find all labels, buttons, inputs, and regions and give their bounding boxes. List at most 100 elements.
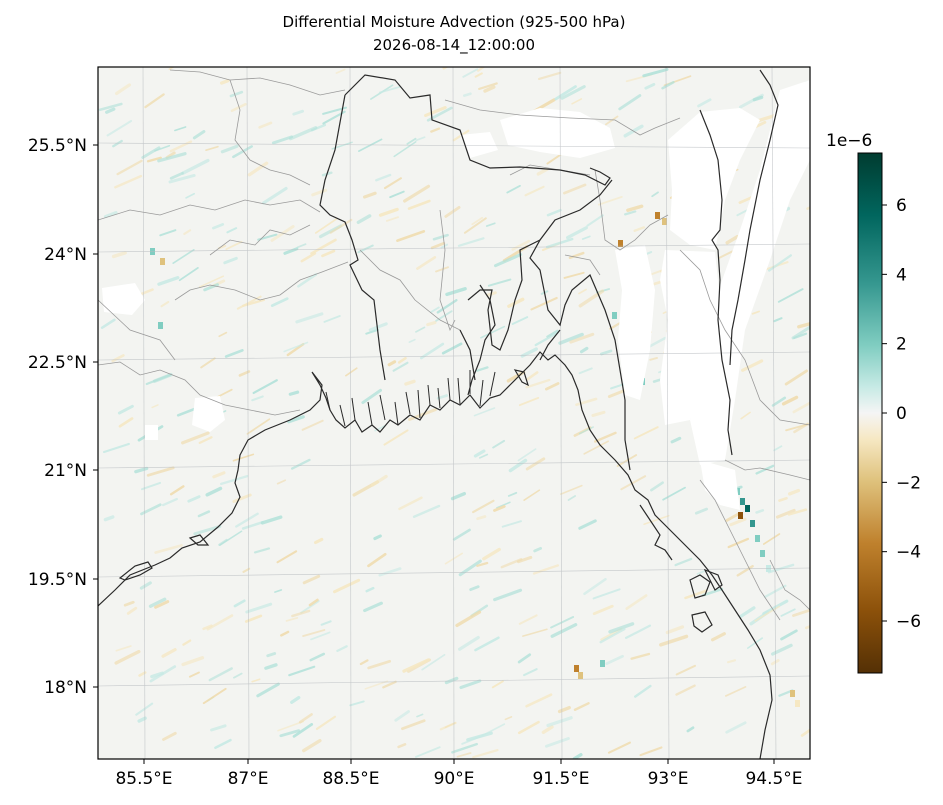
field-streak xyxy=(517,653,532,664)
field-streak xyxy=(662,486,686,501)
field-streak xyxy=(436,394,449,400)
field-streak xyxy=(262,186,288,205)
field-streak xyxy=(105,107,116,114)
admin-borders xyxy=(98,69,810,621)
field-streak xyxy=(180,431,210,445)
field-streak xyxy=(412,504,441,519)
field-streak xyxy=(773,445,783,452)
field-streak xyxy=(162,731,177,741)
field-streak xyxy=(600,349,613,356)
lat-label: 21°N xyxy=(44,461,87,481)
field-streak xyxy=(525,457,546,471)
field-streak xyxy=(466,731,493,742)
field-streak xyxy=(419,342,445,360)
field-streak xyxy=(472,748,499,759)
field-streak xyxy=(139,581,152,590)
field-anomaly-cell xyxy=(790,690,795,697)
field-streak xyxy=(229,90,244,98)
colorbar-tick-label: −6 xyxy=(896,612,921,632)
field-streak xyxy=(161,647,177,658)
lat-label: 22.5°N xyxy=(28,353,87,373)
field-streak xyxy=(506,184,521,194)
field-streak xyxy=(283,341,309,353)
colorbar-tick-label: 6 xyxy=(896,196,907,216)
field-streak xyxy=(402,658,430,673)
field-streak xyxy=(336,645,348,653)
field-streak xyxy=(608,622,635,634)
field-streak xyxy=(141,146,161,159)
field-streak xyxy=(182,639,192,646)
field-streak xyxy=(504,716,513,721)
field-streak xyxy=(172,249,195,264)
field-streak xyxy=(218,538,228,546)
field-streak xyxy=(178,267,199,282)
advection-field-streaks xyxy=(98,67,810,759)
field-streak xyxy=(205,486,223,497)
field-streak xyxy=(474,636,500,652)
field-streak xyxy=(665,625,685,635)
field-streak xyxy=(416,256,437,270)
field-anomaly-cell xyxy=(618,240,623,247)
field-streak xyxy=(473,449,486,458)
latitude-axis: 25.5°N 24°N 22.5°N 21°N 19.5°N 18°N xyxy=(28,136,98,698)
field-streak xyxy=(378,85,402,94)
field-streak xyxy=(524,185,545,197)
colorbar-multiplier: 1e−6 xyxy=(826,131,872,151)
field-streak xyxy=(511,239,531,251)
field-anomaly-cell xyxy=(760,550,765,557)
field-streak xyxy=(309,652,326,662)
field-streak xyxy=(137,716,147,723)
field-anomaly-cell xyxy=(578,672,583,679)
field-streak xyxy=(168,67,175,70)
field-streak xyxy=(558,332,584,345)
field-streak xyxy=(232,145,253,159)
field-streak xyxy=(725,512,741,522)
field-streak xyxy=(126,606,138,615)
field-streak xyxy=(644,82,656,90)
field-streak xyxy=(220,474,249,486)
colorbar: 1e−6 6 4 2 0 −2 −4 −6 xyxy=(826,131,921,674)
field-streak xyxy=(114,83,132,96)
field-streak xyxy=(485,222,496,227)
field-streak xyxy=(463,217,487,234)
field-streak xyxy=(149,665,177,683)
field-streak xyxy=(762,533,781,545)
field-streak xyxy=(288,390,300,396)
field-streak xyxy=(452,528,471,541)
field-streak xyxy=(218,331,228,338)
field-streak xyxy=(456,752,472,758)
field-streak xyxy=(220,144,239,154)
colorbar-ticks: 6 4 2 0 −2 −4 −6 xyxy=(882,196,921,632)
field-streak xyxy=(238,370,251,377)
field-streak xyxy=(148,597,167,608)
field-streak xyxy=(430,127,441,133)
field-streak xyxy=(781,395,799,406)
field-streak xyxy=(533,546,542,553)
field-streak xyxy=(276,479,287,485)
field-streak xyxy=(251,395,264,402)
lon-label: 93°E xyxy=(648,769,689,789)
field-streak xyxy=(300,600,320,614)
lon-label: 87°E xyxy=(228,769,269,789)
field-streak xyxy=(252,379,278,395)
field-streak xyxy=(600,627,623,641)
field-streak xyxy=(474,72,483,78)
field-streak xyxy=(349,700,365,707)
field-streak xyxy=(225,240,243,251)
field-streak xyxy=(571,98,583,105)
field-streak xyxy=(522,628,548,637)
field-streak xyxy=(123,600,135,607)
colorbar-tick-label: −4 xyxy=(896,543,921,563)
field-streak xyxy=(696,570,706,575)
field-streak xyxy=(534,331,560,347)
field-streak xyxy=(575,397,598,407)
field-streak xyxy=(271,135,294,145)
field-streak xyxy=(787,508,808,516)
field-anomaly-cell xyxy=(160,258,165,265)
field-streak xyxy=(157,276,180,286)
field-streak xyxy=(106,119,133,137)
field-streak xyxy=(233,599,246,608)
field-streak xyxy=(457,237,485,247)
field-streak xyxy=(545,237,574,249)
field-streak xyxy=(290,458,311,470)
